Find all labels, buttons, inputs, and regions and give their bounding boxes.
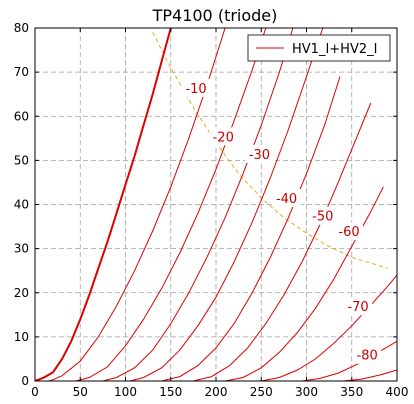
series-line-vgminus100 — [342, 369, 397, 381]
load-line-layer — [152, 32, 389, 269]
curve-label-bg — [353, 345, 382, 364]
x-tick-label: 200 — [205, 385, 228, 399]
load-line — [152, 32, 389, 269]
y-tick-label: 30 — [14, 242, 29, 256]
x-tick-label: 50 — [73, 385, 88, 399]
x-tick-label: 250 — [250, 385, 273, 399]
curve-label: -50 — [312, 210, 333, 225]
y-tick-label: 0 — [21, 374, 29, 388]
curve-label: -60 — [338, 225, 359, 240]
curve-label: -20 — [213, 130, 234, 145]
series-line-vg0 — [35, 28, 172, 381]
chart-title: TP4100 (triode) — [152, 6, 278, 25]
series-line-vgminus80 — [261, 274, 397, 381]
curve-label-bg — [308, 206, 337, 225]
series-line-vgminus40 — [129, 28, 324, 381]
curve-label: -40 — [276, 192, 297, 207]
y-tick-label: 60 — [14, 109, 29, 123]
x-tick-label: 100 — [114, 385, 137, 399]
x-tick-label: 0 — [31, 385, 39, 399]
legend: HV1_I+HV2_I — [247, 34, 391, 62]
curve-label-bg — [209, 127, 238, 146]
curve-label: -30 — [249, 148, 270, 163]
x-tick-label: 400 — [386, 385, 409, 399]
series-line-vgminus10 — [48, 28, 226, 381]
x-tick-label: 350 — [340, 385, 363, 399]
x-tick-label: 300 — [295, 385, 318, 399]
curve-label-bg — [245, 144, 274, 163]
y-tick-label: 40 — [14, 198, 29, 212]
series-line-vgminus20 — [75, 28, 267, 381]
series-line-vgminus50 — [161, 76, 341, 381]
curve-label-bg — [335, 222, 364, 241]
y-tick-label: 80 — [14, 21, 29, 35]
series-line-vgminus90 — [301, 340, 397, 381]
curve-label-bg — [344, 297, 373, 316]
series-line-vgminus30 — [102, 28, 294, 381]
curve-label-bg — [272, 189, 301, 208]
y-tick-label: 70 — [14, 65, 29, 79]
y-tick-label: 20 — [14, 286, 29, 300]
grid — [35, 28, 397, 381]
curve-label-bg — [182, 78, 211, 97]
x-tick-label: 150 — [159, 385, 182, 399]
curve-label: -10 — [185, 82, 206, 97]
legend-label: HV1_I+HV2_I — [292, 42, 377, 57]
axis-ticks: 0 50 100 150 200 250 300 350 400 0 10 20 30 40 50 60 70 8… — [14, 21, 409, 399]
curve-label: -80 — [357, 349, 378, 364]
curve-label: -70 — [347, 300, 368, 315]
y-tick-label: 50 — [14, 153, 29, 167]
curve-labels: -10 -20 -30 -40 -50 -60 -70 -80 — [182, 78, 382, 364]
y-tick-label: 10 — [14, 330, 29, 344]
series-line-vgminus60 — [193, 102, 372, 381]
